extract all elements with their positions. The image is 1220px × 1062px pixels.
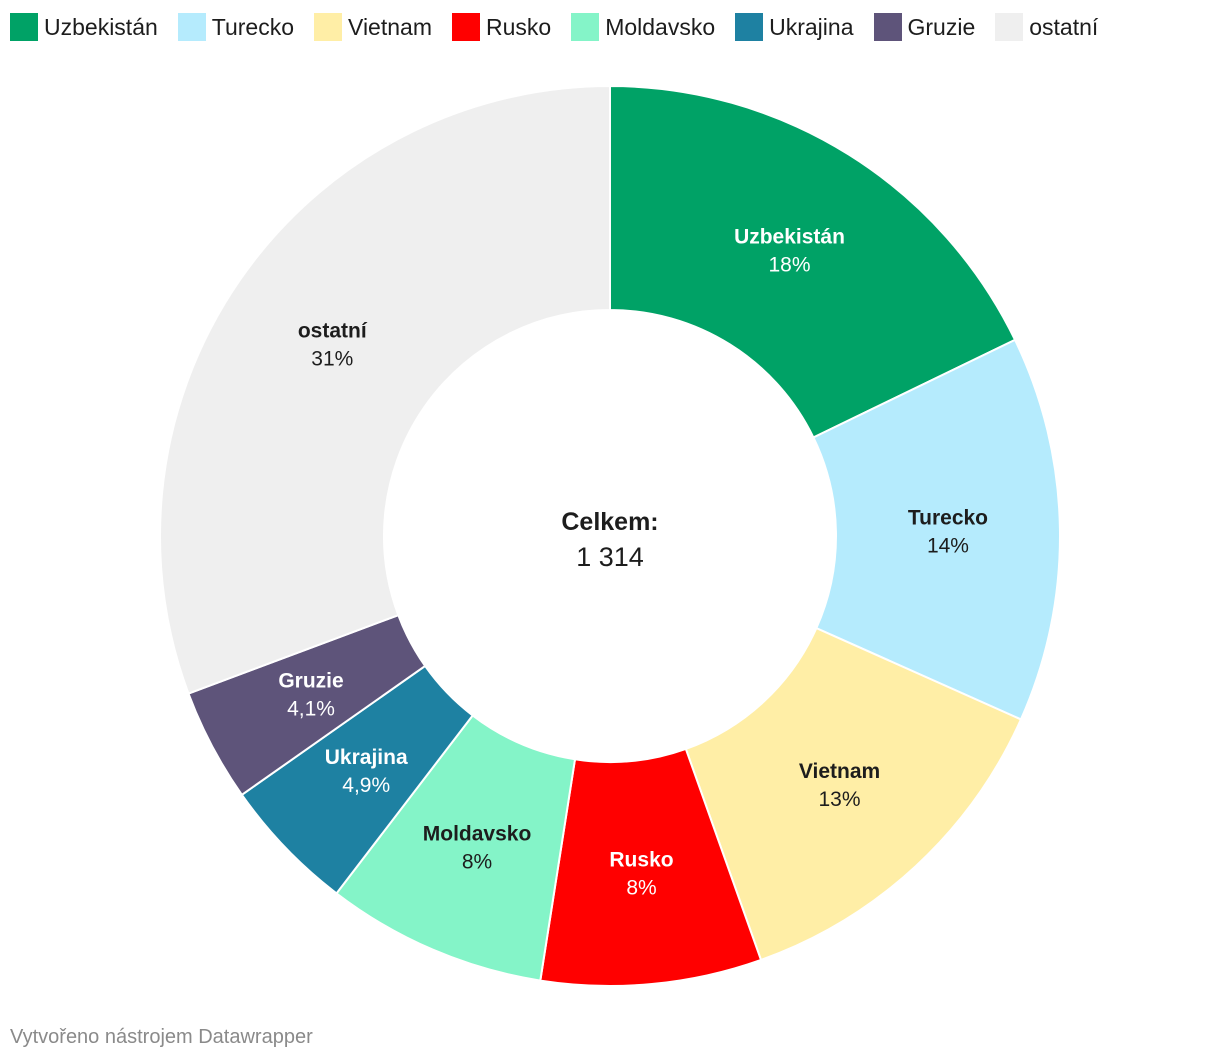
donut-slice — [812, 338, 1061, 721]
slice-value-label: 8% — [626, 877, 656, 900]
legend-label: Uzbekistán — [44, 14, 158, 40]
legend-item: ostatní — [995, 12, 1098, 42]
donut-slice — [684, 626, 1023, 962]
donut-slice — [159, 84, 611, 695]
legend-swatch — [314, 13, 343, 41]
center-title: Celkem: — [561, 508, 658, 536]
slice-value-label: 13% — [819, 788, 861, 811]
legend-swatch — [10, 13, 38, 41]
legend-item: Turecko — [177, 12, 295, 42]
legend-swatch — [995, 13, 1024, 41]
slice-name-label: ostatní — [298, 319, 368, 342]
legend-label: Ukrajina — [769, 14, 854, 40]
legend-item: Vietnam — [314, 12, 432, 42]
slice-value-label: 8% — [462, 851, 492, 874]
donut-slice — [609, 84, 1017, 439]
legend-swatch — [735, 13, 764, 41]
slice-labels: Uzbekistán 18% Turecko 14% Vietnam 13% Rusko 8%… — [278, 226, 988, 900]
slice-value-label: 31% — [311, 347, 353, 370]
legend-item: Moldavsko — [571, 12, 715, 42]
slice-value-label: 18% — [768, 254, 810, 277]
slice-name-label: Uzbekistán — [734, 226, 845, 249]
legend-label: Gruzie — [907, 14, 976, 40]
slice-name-label: Rusko — [609, 849, 673, 872]
legend-label: ostatní — [1029, 14, 1099, 40]
legend-label: Vietnam — [348, 14, 432, 40]
legend-item: Uzbekistán — [10, 12, 158, 42]
legend-swatch — [873, 13, 902, 41]
slice-name-label: Gruzie — [278, 670, 343, 693]
slice-value-label: 4,9% — [342, 774, 390, 797]
legend-swatch — [571, 13, 600, 41]
footer-credit: Vytvořeno nástrojem Datawrapper — [10, 1026, 313, 1048]
slice-name-label: Turecko — [908, 507, 988, 530]
legend-swatch — [451, 13, 480, 41]
slice-name-label: Vietnam — [799, 760, 880, 783]
legend-label: Rusko — [485, 14, 552, 40]
slice-value-label: 4,1% — [287, 698, 335, 721]
legend-swatch — [177, 13, 206, 41]
slice-value-label: 14% — [927, 535, 969, 558]
donut-slices — [159, 84, 1061, 987]
center-total-value: 1 314 — [576, 542, 644, 572]
legend-label: Turecko — [211, 14, 295, 40]
legend-label: Moldavsko — [605, 14, 716, 40]
legend-item: Ukrajina — [735, 12, 854, 42]
legend-item: Gruzie — [873, 12, 976, 42]
legend-item: Rusko — [451, 12, 552, 42]
slice-name-label: Moldavsko — [423, 823, 532, 846]
slice-name-label: Ukrajina — [325, 746, 408, 769]
chart-legend: Uzbekistán Turecko Vietnam Rusko Moldavsko Uk… — [10, 12, 1118, 42]
